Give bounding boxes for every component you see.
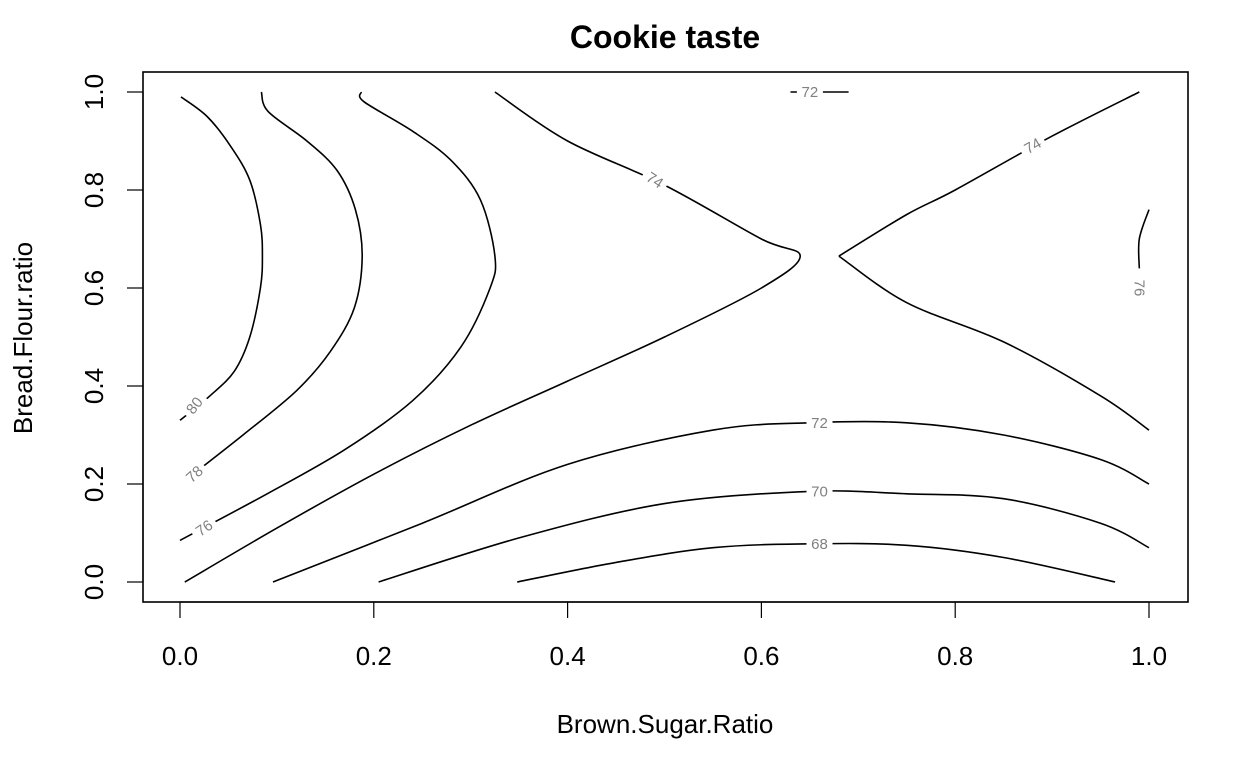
contour-label-bg [188,513,221,543]
x-axis-label: Brown.Sugar.Ratio [557,709,774,739]
contour-line-74 [838,255,1150,431]
contour-label-bg [796,83,823,101]
contour-line-72 [272,420,1150,583]
contour-label-group: 76 [1130,275,1149,301]
x-tick-label: 0.0 [162,641,198,671]
contour-label: 74 [643,169,666,192]
contour-line-74 [838,91,1140,257]
contour-label-group: 74 [1016,131,1049,161]
contour-line-78 [186,91,364,480]
y-tick-label: 0.8 [79,172,109,208]
contour-label: 74 [1021,135,1044,158]
contour-label: 72 [811,415,828,432]
contour-line-80 [179,96,264,421]
y-tick-label: 1.0 [79,74,109,110]
x-tick-label: 0.6 [743,641,779,671]
contour-label-bg [638,165,671,195]
contour-label: 76 [1130,280,1147,297]
contour-label-group: 80 [179,389,210,422]
contour-label-bg [178,458,211,490]
y-tick-label: 0.0 [79,564,109,600]
contour-label-group: 78 [178,458,211,490]
x-tick-label: 1.0 [1131,641,1167,671]
contour-label: 76 [193,517,216,540]
contour-line-76 [1137,209,1150,269]
contour-label-bg [806,482,833,501]
contour-label: 72 [802,84,819,101]
contour-label: 70 [811,483,828,500]
x-tick-label: 0.4 [550,641,586,671]
contour-line-76 [179,91,497,542]
contour-label-bg [1130,275,1149,301]
contour-label-bg [1016,131,1049,161]
contour-label-bg [806,413,833,432]
contour-lines [179,91,1150,583]
contour-label-group: 74 [638,165,671,195]
contour-line-70 [378,490,1150,583]
axes: 0.0 0.2 0.4 0.6 0.8 1.0 0.0 0.2 0.4 0.6 0.8 1.0 [79,74,1167,671]
contour-label: 68 [811,536,828,553]
contour-labels: 80 78 76 74 72 74 76 72 70 68 [178,83,1149,553]
y-tick-label: 0.6 [79,270,109,306]
contour-label-group: 68 [806,534,833,553]
contour-label-group: 70 [806,482,833,501]
contour-line-74 [184,91,802,583]
x-tick-label: 0.2 [356,641,392,671]
x-tick-label: 0.8 [937,641,973,671]
y-axis-label: Bread.Flour.ratio [8,242,38,434]
contour-label-group: 72 [806,413,833,432]
contour-label: 80 [183,394,207,418]
contour-label-bg [806,534,833,553]
chart-title: Cookie taste [570,19,760,55]
y-tick-label: 0.4 [79,368,109,404]
contour-label-group: 72 [796,83,823,101]
contour-label-bg [179,389,210,422]
contour-label-group: 76 [188,513,221,543]
y-tick-label: 0.2 [79,466,109,502]
